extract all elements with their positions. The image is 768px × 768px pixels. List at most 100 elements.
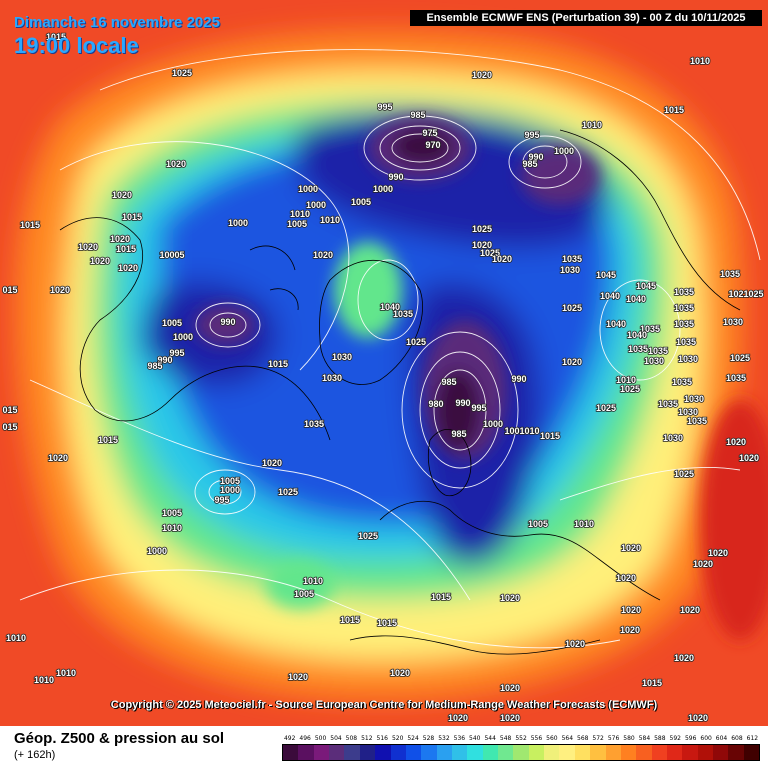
scale-swatch (375, 745, 391, 760)
scale-label: 592 (669, 735, 681, 742)
scale-swatch (728, 745, 744, 760)
isobar-label: 1020 (48, 453, 68, 463)
isobar-label: 1030 (723, 317, 743, 327)
scale-label: 500 (314, 735, 327, 742)
isobar-label: 985 (410, 110, 425, 120)
coastlines (59, 129, 741, 655)
isobar-label: 1000 (173, 332, 193, 342)
isobar-label: 1025 (562, 303, 582, 313)
isobar-label: 1045 (596, 270, 616, 280)
isobar-label: 1001010 (504, 426, 539, 436)
lead-time: (+ 162h) (14, 749, 56, 761)
isobar-label: 1030 (663, 433, 683, 443)
isobar-label: 970 (425, 140, 440, 150)
isobar-label: 1020 (118, 263, 138, 273)
parameter-title: Géop. Z500 & pression au sol (14, 730, 225, 747)
isobar-label: 1035 (674, 303, 694, 313)
isobar-label: 995 (169, 348, 184, 358)
isobar-label: 985 (451, 429, 466, 439)
scale-swatch (344, 745, 360, 760)
scale-label: 560 (546, 735, 558, 742)
scale-label: 524 (407, 735, 419, 742)
isobar-label: 1015 (122, 212, 142, 222)
isobar-label: 1010 (303, 576, 323, 586)
scale-swatch (436, 745, 452, 760)
isobar-label: 1025 (358, 531, 378, 541)
scale-swatch (682, 745, 698, 760)
isobar-label: 1020 (78, 242, 98, 252)
isobar-label: 1030 (684, 394, 704, 404)
scale-swatch (743, 745, 760, 760)
scale-label: 576 (607, 735, 620, 742)
isobar-label: 015 (2, 405, 17, 415)
isobar-label: 1025 (172, 68, 192, 78)
isobar-label: 1035 (304, 419, 324, 429)
scale-swatch (651, 745, 667, 760)
isobar-label: 1030 (560, 265, 580, 275)
scale-label: 584 (638, 735, 651, 742)
scale-swatch (313, 745, 330, 760)
isobar-label: 1020 (693, 559, 713, 569)
scale-swatch (498, 745, 514, 760)
isobar-label: 1035 (720, 269, 740, 279)
forecast-date: Dimanche 16 novembre 2025 (14, 14, 220, 31)
scale-label: 600 (700, 735, 712, 742)
scale-swatch (636, 745, 652, 760)
isobar-label: 1020 (708, 548, 728, 558)
scale-swatch (697, 745, 714, 760)
isobar-label: 1010 (34, 675, 54, 685)
scale-swatch (574, 745, 591, 760)
isobar-label: 1015 (431, 592, 451, 602)
isobar-label: 1000 (220, 485, 240, 495)
isobar-label: 1000 (228, 218, 248, 228)
isobar-label: 1030 (332, 352, 352, 362)
isobar-label: 1005 (162, 508, 182, 518)
scale-label: 572 (592, 735, 604, 742)
coastline-greenland (319, 259, 423, 385)
scale-label: 540 (469, 735, 481, 742)
scale-label: 568 (577, 735, 589, 742)
isobar-label: 1015 (268, 359, 288, 369)
isobar-label: 1020 (492, 254, 512, 264)
isobar-label: 1000 (298, 184, 318, 194)
scale-swatch (528, 745, 545, 760)
scale-label: 552 (515, 735, 527, 742)
isobar-ring (379, 125, 461, 171)
scale-swatch (559, 745, 575, 760)
isobar-label: 1020 (166, 159, 186, 169)
isobar-label: 1010 (320, 215, 340, 225)
isobar-label: 1015 (46, 32, 66, 42)
isobar-label: 1005 (287, 219, 307, 229)
isobar-label: 1020 (448, 713, 468, 723)
isobar-label: 1020 (562, 357, 582, 367)
forecast-time: 19:00 locale (14, 33, 139, 58)
scale-label: 492 (283, 735, 296, 742)
low-centers (195, 116, 768, 640)
isobar-label: 1030 (678, 354, 698, 364)
isobar-label: 1020 (620, 625, 640, 635)
siberian-low-core (520, 145, 600, 205)
isobar-label: 990 (528, 152, 543, 162)
isobar-label: 1035 (628, 344, 648, 354)
isobar-label: 1010 (6, 633, 26, 643)
isobar-label: 1020 (674, 653, 694, 663)
scale-label: 544 (484, 735, 496, 742)
scale-swatch (513, 745, 529, 760)
isobar-label: 1015 (20, 220, 40, 230)
isobar-label: 1000 (306, 200, 326, 210)
isobar-label: 1030 (322, 373, 342, 383)
isobar-label: 1020 (500, 713, 520, 723)
isobar-label: 1005 (528, 519, 548, 529)
scale-label: 556 (530, 735, 543, 742)
scale-label: 596 (684, 735, 697, 742)
scale-label: 512 (361, 735, 373, 742)
isobar-label: 1035 (687, 416, 707, 426)
isobar-label: 1005 (162, 318, 182, 328)
isobar-label: 1010 (616, 375, 636, 385)
scale-swatch (590, 745, 606, 760)
scale-swatch (666, 745, 683, 760)
scale-swatch (298, 745, 314, 760)
isobar-label: 1020 (90, 256, 110, 266)
isobar-line (59, 141, 350, 371)
